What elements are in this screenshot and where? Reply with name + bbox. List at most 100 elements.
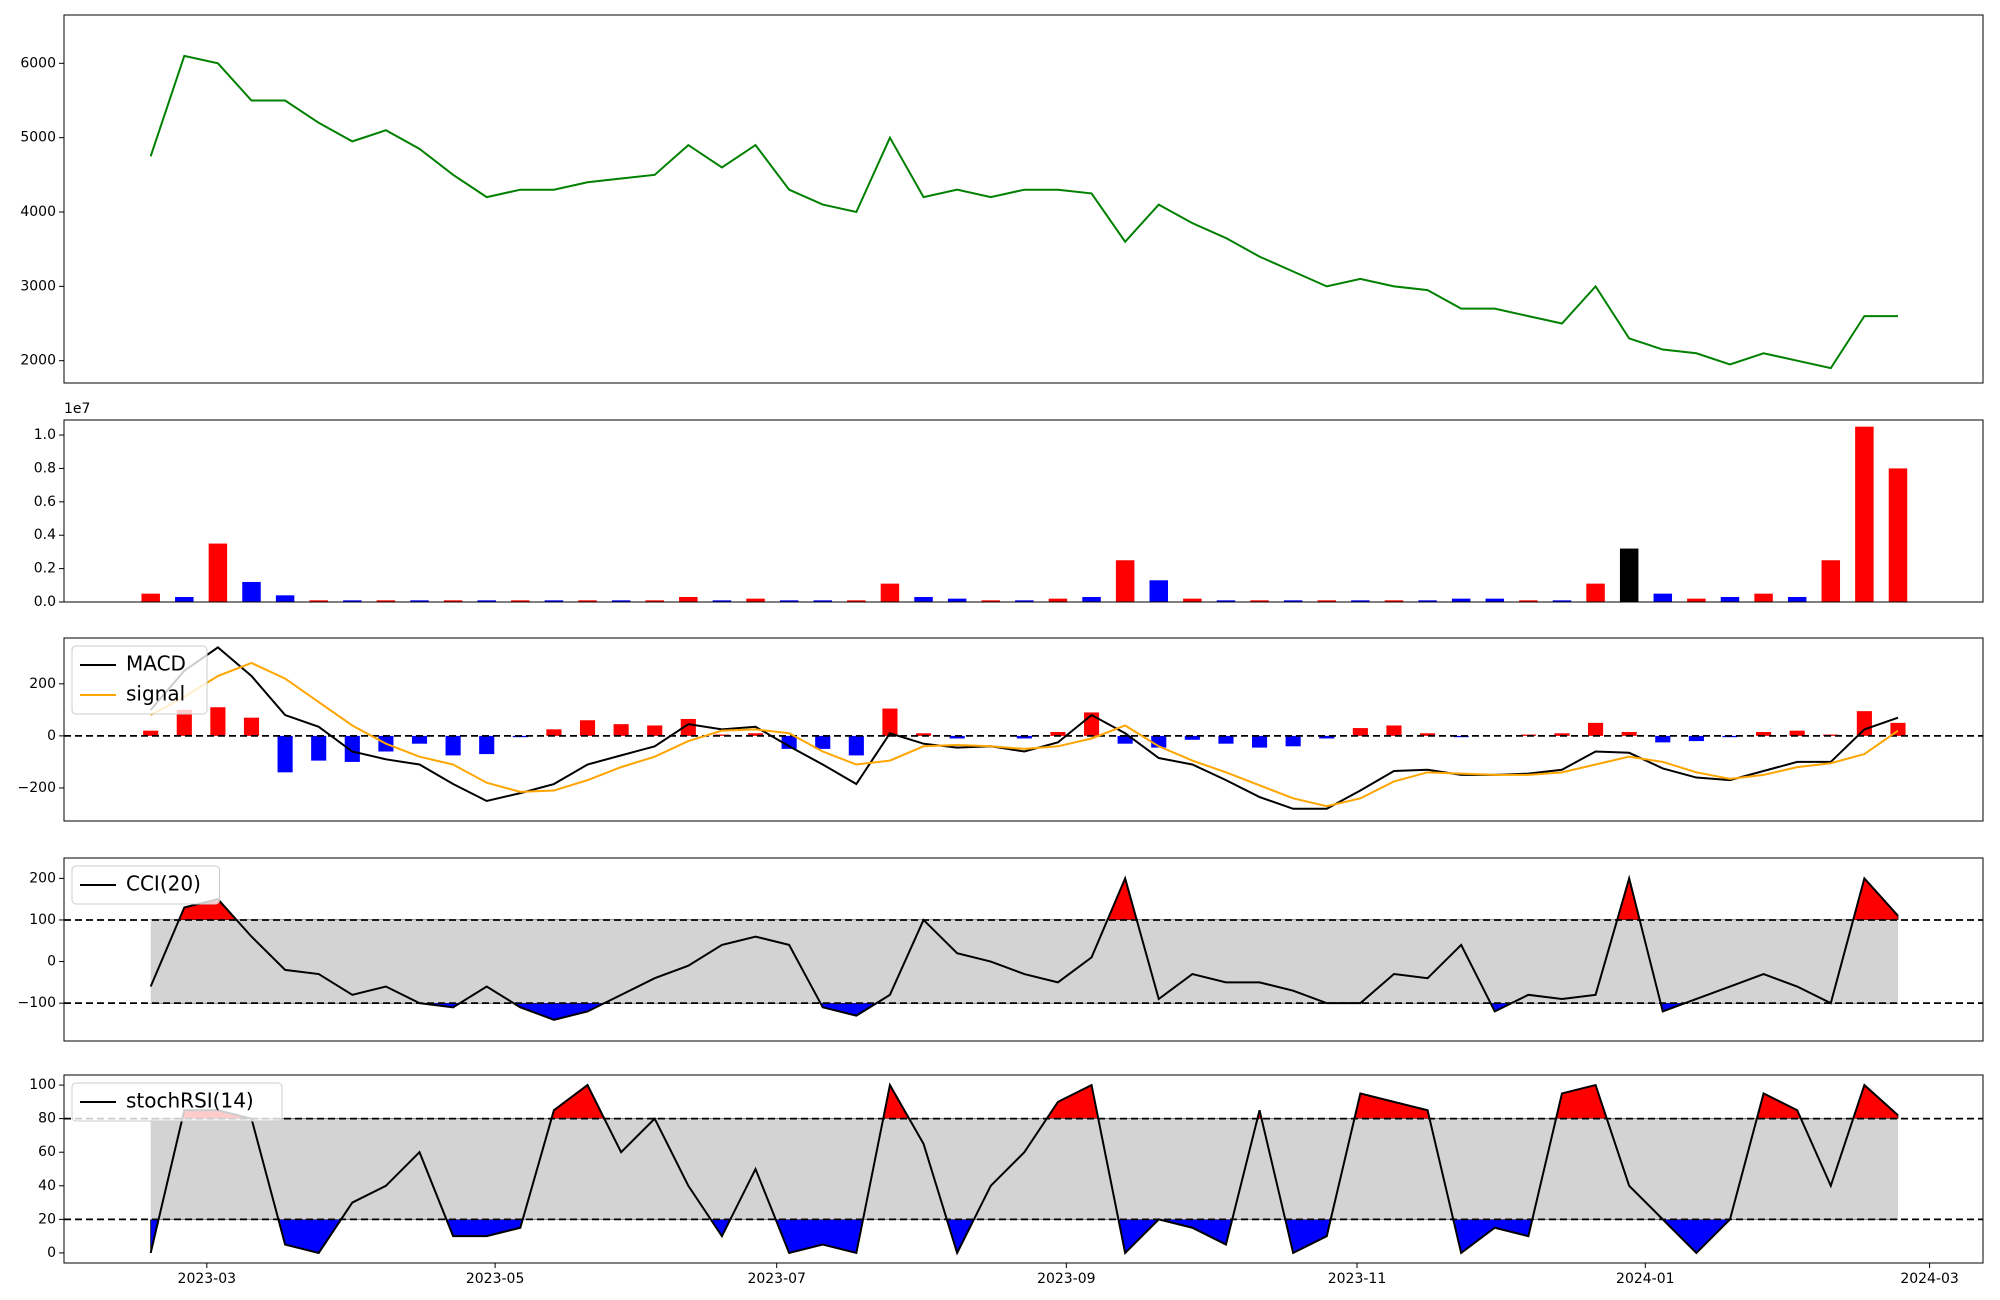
volume-bar [1048,598,1068,602]
volume-bar [1418,600,1437,602]
volume-bar [779,600,799,602]
y-tick-label: 0 [47,1245,56,1261]
volume-bar [1384,600,1404,602]
histogram-bar [1856,711,1872,736]
histogram-bar [1050,731,1066,736]
volume-bar [679,596,698,602]
y-tick-label: 0.8 [34,460,56,476]
x-tick-label: 2023-05 [466,1271,525,1287]
volume-bar [880,583,900,602]
y-tick-label: 0.0 [34,594,56,610]
legend-box [71,1082,283,1122]
volume-bar [611,600,631,602]
panel: 2000 3000 4000 5000 6000 [20,14,1984,384]
series-line [149,54,1898,370]
histogram-bar [1756,731,1772,736]
plot-frame [63,419,1984,603]
volume-bar [1754,593,1773,602]
x-tick-label: 2023-03 [178,1271,237,1287]
plot-frame [63,14,1984,384]
histogram-bar [1554,733,1570,736]
volume-bar [1821,560,1841,602]
histogram-bar [613,724,629,736]
histogram-bar [747,733,764,736]
y-tick-label: 0.6 [34,494,56,510]
volume-bar [1149,580,1168,602]
y-tick-label: 0 [47,728,56,744]
neutral-band [150,1118,1898,1220]
histogram-bar [882,708,898,736]
volume-bar [1485,598,1505,602]
histogram-bar [1621,731,1637,736]
series-line [149,874,1899,1021]
histogram-bar [848,735,864,756]
histogram-bar [1184,735,1200,740]
panel: 0 20 40 60 80 100 2023-03 2023-05 2023-07 2023-09… [29,1074,1984,1287]
histogram-bar [815,735,831,749]
oversold-fill [150,1219,1899,1255]
x-tick-label: 2023-07 [747,1271,806,1287]
y-tick-label: 100 [29,1077,56,1093]
histogram-bar [1016,735,1032,739]
x-tick-label: 2024-01 [1616,1271,1675,1287]
volume-bar [410,600,429,602]
x-tick-label: 2024-03 [1900,1271,1959,1287]
histogram-bar [1151,735,1167,748]
legend-box [71,865,220,905]
legend-box [71,645,208,715]
y-tick-label: 0 [47,954,56,970]
histogram-bar [479,735,495,755]
histogram-bar [1688,735,1704,742]
histogram-bar [1218,735,1234,744]
volume-bar [477,600,496,602]
y-tick-label: 200 [29,676,56,692]
y-tick-label: 80 [38,1111,56,1127]
volume-bar [1687,598,1706,602]
volume-bar [947,598,967,602]
panel: −100 0 100 200 CCI(20) [18,857,1984,1042]
y-tick-label: −100 [18,995,56,1011]
histogram-bar [1386,725,1402,736]
volume-bar [712,600,732,602]
volume-bar [1115,560,1135,602]
histogram-bar [781,735,797,749]
histogram-bar [1789,730,1805,736]
series-line [150,661,1899,808]
histogram-bar [579,720,596,736]
volume-bar [511,600,530,602]
y-tick-label: 0.4 [34,527,56,543]
histogram-bar [210,707,226,736]
legend-label: stochRSI(14) [126,1089,254,1113]
series-line [149,646,1899,810]
volume-bar [1216,600,1236,602]
histogram-bar [1117,735,1133,744]
volume-bar [1787,596,1807,602]
histogram-bar [1251,735,1268,748]
volume-bar [1519,600,1538,602]
histogram-bar [647,725,663,736]
histogram-bar [546,729,562,736]
histogram-bar [1319,735,1335,739]
volume-bar [1619,548,1639,602]
volume-bar [578,600,597,602]
y-tick-label: 20 [38,1211,56,1227]
y-tick-label: 60 [38,1144,56,1160]
y-tick-label: 4000 [20,204,56,220]
x-tick-label: 2023-09 [1037,1271,1096,1287]
volume-bar [1082,596,1101,602]
legend-label: CCI(20) [126,872,201,896]
y-tick-label: 0.2 [34,561,56,577]
volume-bar [175,596,194,602]
volume-bar [1586,583,1605,602]
overbought-fill [150,1083,1899,1119]
histogram-bar [915,733,932,736]
y-tick-label: 5000 [20,130,56,146]
volume-bar [1183,598,1202,602]
volume-bar [208,543,228,602]
volume-bar [1888,468,1908,602]
histogram-bar [143,730,159,736]
volume-bar [645,600,664,602]
panel: −200 0 200 MACD signal [18,637,1984,822]
